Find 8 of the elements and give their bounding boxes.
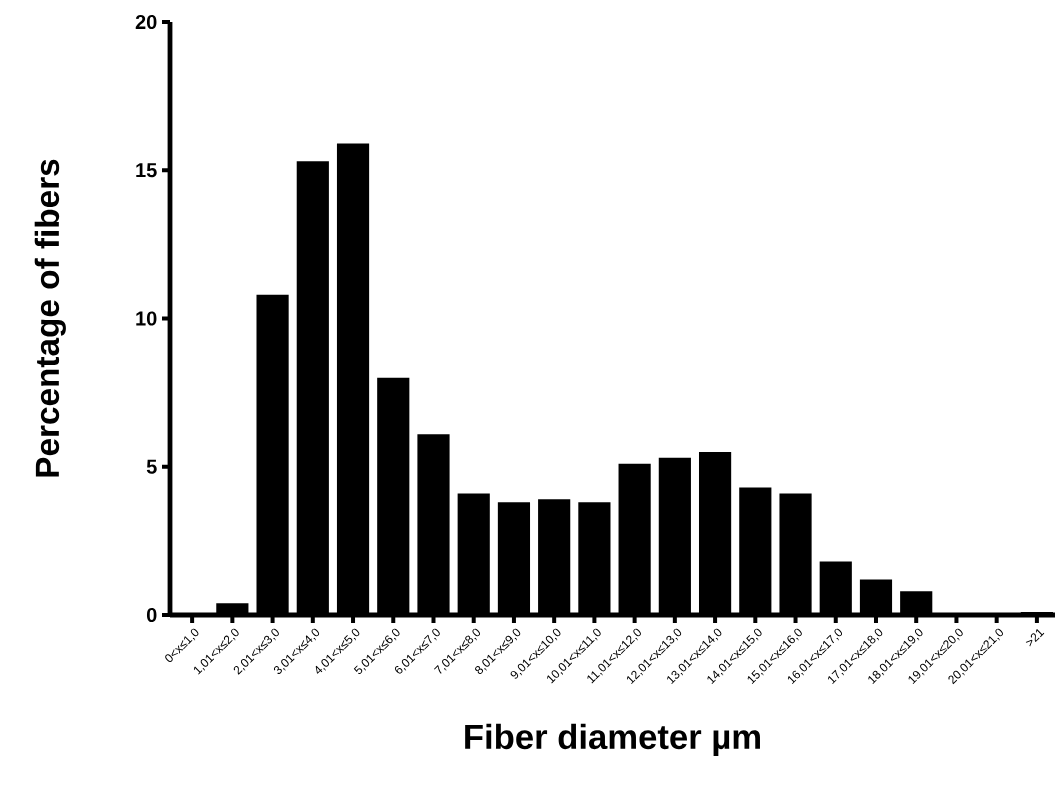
y-tick-label: 15: [136, 163, 157, 178]
y-tick-label: 5: [146, 459, 157, 474]
y-tick-label: 10: [136, 311, 157, 326]
x-axis-title: Fiber diameter µm: [465, 723, 760, 757]
y-tick-label: 20: [135, 14, 157, 30]
y-tick-label: 0: [146, 607, 157, 623]
y-axis-title: Percentage of fibers: [34, 159, 66, 477]
x-tick-label: >21: [1025, 629, 1045, 647]
